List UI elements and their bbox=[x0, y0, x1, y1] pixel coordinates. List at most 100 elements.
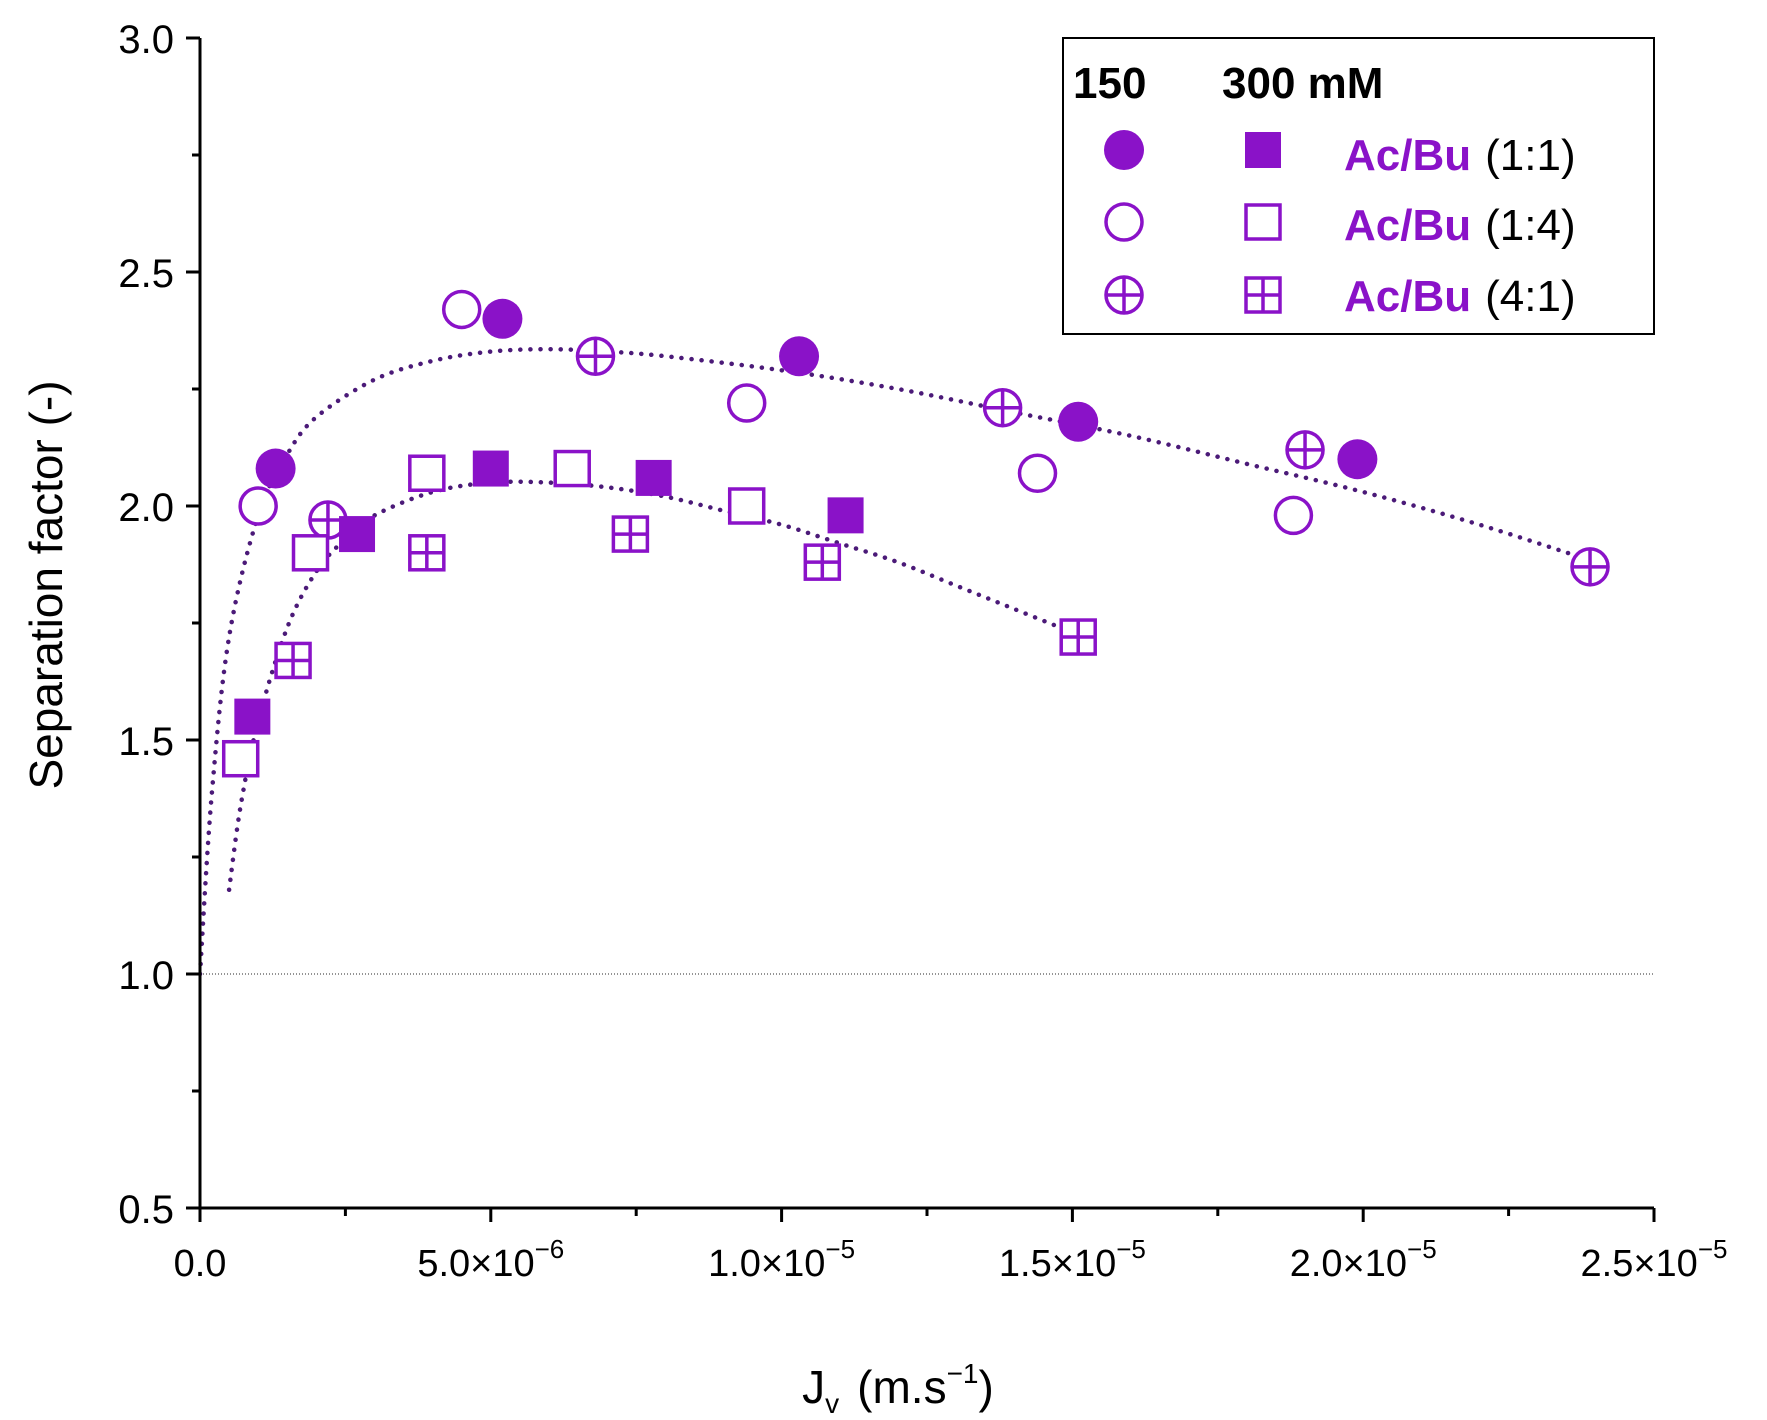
x-axis-units-exponent: −1 bbox=[947, 1358, 979, 1389]
legend-header-300: 300 mM bbox=[1222, 59, 1383, 108]
fit-line-1 bbox=[197, 346, 1599, 977]
data-point-s5-5-shape bbox=[727, 487, 766, 525]
x-tick-label-5: 2.0×10−5 bbox=[1290, 1234, 1437, 1285]
legend-marker-150-row-1-shape bbox=[1104, 130, 1144, 170]
legend-row-2-text: Ac/Bu (1:4) bbox=[1344, 201, 1576, 250]
x-tick-exponent: −5 bbox=[1116, 1234, 1146, 1264]
data-point-s3-3 bbox=[982, 387, 1023, 428]
data-point-s5-1-shape bbox=[221, 739, 260, 778]
data-point-s2-4 bbox=[1017, 453, 1058, 493]
legend-header-150: 150 bbox=[1073, 59, 1146, 108]
data-point-s1-4-shape bbox=[1058, 401, 1099, 442]
data-point-s3-5 bbox=[1570, 547, 1610, 587]
data-point-s6-4 bbox=[803, 543, 842, 581]
legend-box bbox=[1062, 37, 1655, 335]
x-axis-subscript: v bbox=[825, 1388, 839, 1419]
legend-row-1-text: Ac/Bu (1:1) bbox=[1344, 131, 1576, 180]
data-point-s5-3-shape bbox=[408, 454, 446, 492]
x-tick-label-6: 2.5×10−5 bbox=[1581, 1234, 1728, 1285]
data-point-s5-3 bbox=[408, 454, 446, 492]
x-tick-exponent: −6 bbox=[535, 1234, 565, 1264]
x-tick-label-2: 5.0×10−6 bbox=[417, 1234, 564, 1285]
data-point-s2-2-shape bbox=[441, 289, 482, 330]
y-tick-label-6: 3.0 bbox=[118, 18, 174, 62]
y-axis-title: Separation factor (-) bbox=[20, 380, 72, 789]
data-point-s1-2-shape bbox=[482, 298, 523, 339]
x-tick-exponent: −5 bbox=[1407, 1234, 1437, 1264]
data-point-s5-1 bbox=[221, 739, 260, 778]
data-point-s4-2 bbox=[339, 516, 376, 553]
data-point-s4-1-shape bbox=[234, 698, 271, 735]
legend-marker-300-row-2 bbox=[1244, 203, 1282, 241]
data-point-s3-4 bbox=[1285, 430, 1325, 470]
x-tick-label-3: 1.0×10−5 bbox=[708, 1234, 855, 1285]
x-axis-title: Jv (m.s−1) bbox=[802, 1358, 994, 1419]
data-point-s4-1 bbox=[234, 698, 271, 735]
data-point-s4-5 bbox=[827, 497, 864, 534]
data-point-s5-4-shape bbox=[553, 449, 591, 488]
data-point-s2-5 bbox=[1273, 495, 1314, 536]
y-tick-label-2: 1.0 bbox=[118, 954, 174, 998]
data-point-s1-1 bbox=[255, 448, 296, 489]
x-tick-mantissa: 0.0 bbox=[174, 1243, 227, 1285]
legend-marker-300-row-1-shape bbox=[1245, 132, 1281, 168]
data-point-s1-3-shape bbox=[779, 336, 820, 377]
markers-layer bbox=[221, 289, 1610, 778]
data-point-s5-4 bbox=[553, 449, 591, 488]
legend-marker-300-row-3 bbox=[1244, 276, 1282, 314]
data-point-s2-4-shape bbox=[1017, 453, 1058, 493]
data-point-s1-3 bbox=[779, 336, 820, 377]
legend-marker-150-row-1 bbox=[1104, 130, 1144, 170]
data-point-s6-3 bbox=[611, 515, 650, 553]
data-point-s2-3 bbox=[726, 383, 767, 423]
data-point-s3-2 bbox=[575, 336, 616, 376]
legend-markers bbox=[1104, 130, 1282, 315]
x-tick-mantissa: 2.0×10 bbox=[1290, 1243, 1407, 1285]
data-point-s4-3 bbox=[472, 450, 509, 487]
data-point-s4-2-shape bbox=[339, 516, 376, 553]
y-axis-label: Separation factor (-) bbox=[20, 380, 72, 789]
data-point-s5-2-shape bbox=[291, 534, 330, 572]
x-axis-units-close: ) bbox=[979, 1361, 994, 1413]
legend-row-3-text: Ac/Bu (4:1) bbox=[1344, 272, 1576, 321]
legend-marker-150-row-2-shape bbox=[1104, 202, 1144, 242]
x-tick-mantissa: 1.0×10 bbox=[708, 1243, 825, 1285]
data-point-s5-2 bbox=[291, 534, 330, 572]
data-point-s5-5 bbox=[727, 487, 766, 525]
legend-marker-300-row-1 bbox=[1245, 132, 1281, 168]
legend-marker-300-row-2-shape bbox=[1244, 203, 1282, 241]
data-point-s2-3-shape bbox=[726, 383, 767, 423]
legend: 150 300 mM Ac/Bu (1:1) Ac/Bu (1:4) Ac/Bu (4… bbox=[1062, 37, 1655, 335]
data-point-s4-3-shape bbox=[472, 450, 509, 487]
y-tick-label-4: 2.0 bbox=[118, 486, 174, 530]
data-point-s2-1 bbox=[238, 486, 278, 526]
data-point-s2-1-shape bbox=[238, 486, 278, 526]
data-point-s2-2 bbox=[441, 289, 482, 330]
data-point-s4-5-shape bbox=[827, 497, 864, 534]
data-point-s6-1 bbox=[274, 641, 312, 680]
x-tick-label-4: 1.5×10−5 bbox=[999, 1234, 1146, 1285]
legend-row-3-ratio: (4:1) bbox=[1485, 272, 1575, 321]
legend-row-1-ratio: (1:1) bbox=[1485, 131, 1575, 180]
y-tick-label-3: 1.5 bbox=[118, 720, 174, 764]
data-point-s4-4-shape bbox=[635, 459, 672, 496]
legend-row-2-ratio: (1:4) bbox=[1485, 201, 1575, 250]
x-axis-units: (m.s bbox=[857, 1361, 946, 1413]
data-point-s1-5 bbox=[1337, 439, 1378, 480]
data-point-s1-2 bbox=[482, 298, 523, 339]
data-point-s1-5-shape bbox=[1337, 439, 1378, 480]
data-point-s6-2 bbox=[408, 534, 446, 572]
legend-marker-150-row-2 bbox=[1104, 202, 1144, 242]
x-tick-exponent: −5 bbox=[825, 1234, 855, 1264]
axes-layer: 0.51.01.52.02.53.00.0 5.0×10−6 1.0×10−5 1.5… bbox=[118, 18, 1727, 1285]
x-axis-symbol: J bbox=[802, 1361, 825, 1413]
data-point-s1-4 bbox=[1058, 401, 1099, 442]
x-tick-mantissa: 1.5×10 bbox=[999, 1243, 1116, 1285]
legend-row-1-label: Ac/Bu bbox=[1344, 131, 1471, 180]
legend-marker-150-row-3 bbox=[1104, 275, 1144, 315]
data-point-s1-1-shape bbox=[255, 448, 296, 489]
data-point-s4-4 bbox=[635, 459, 672, 496]
y-tick-label-5: 2.5 bbox=[118, 252, 174, 296]
y-tick-label-1: 0.5 bbox=[118, 1188, 174, 1232]
